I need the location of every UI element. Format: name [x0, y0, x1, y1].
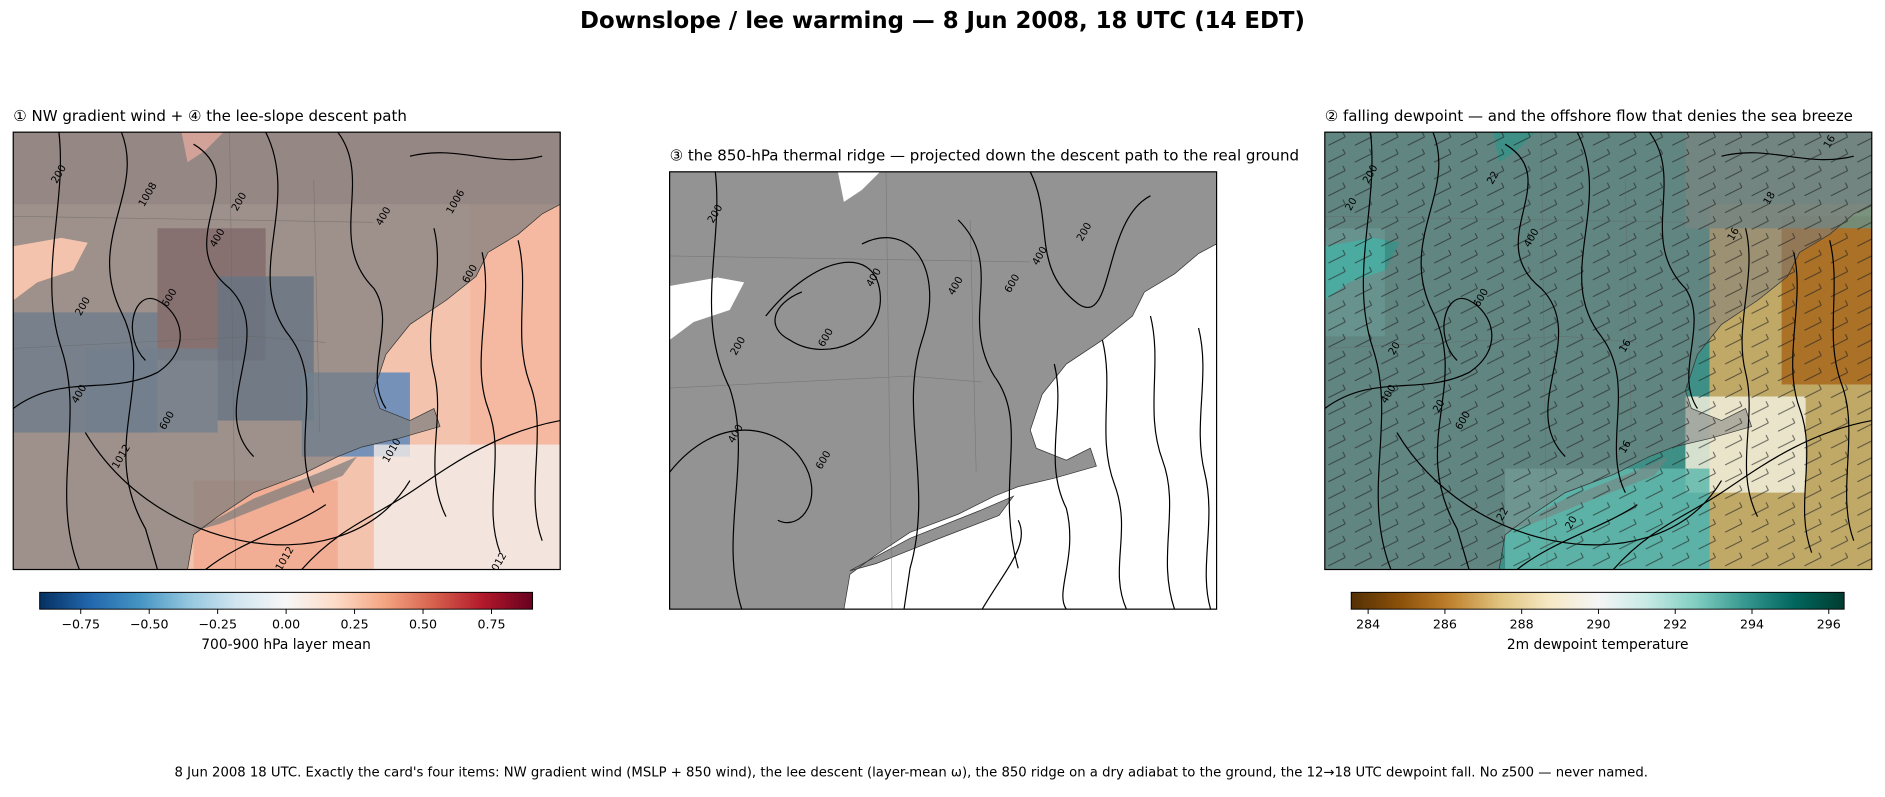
colorbar-tick-label: 0.25 [341, 616, 369, 631]
colorbar-tick-label: 0.75 [477, 616, 505, 631]
coastline [1498, 203, 1872, 570]
contour-line [429, 228, 447, 517]
contour-line [265, 132, 315, 493]
map-frame [1324, 131, 1873, 571]
map-frame [12, 131, 561, 571]
contour-line [51, 132, 80, 570]
contour-line [1829, 240, 1855, 541]
panel-title: ② falling dewpoint — and the offshore fl… [1325, 107, 1853, 125]
coastline [187, 203, 561, 570]
contour-line [301, 419, 561, 570]
contour-line [1721, 152, 1854, 161]
colorbar-tick-label: 292 [1663, 616, 1687, 631]
contour-line [1053, 363, 1071, 610]
island [849, 495, 1015, 572]
contour-line [1396, 432, 1723, 546]
contour-line [1516, 504, 1638, 570]
colorbar-tick-label: 0.50 [409, 616, 437, 631]
colorbar-tick-label: −0.50 [130, 616, 169, 631]
colorbar-label: 2m dewpoint temperature [1507, 637, 1689, 653]
contour-line [861, 237, 931, 610]
colorbar [1350, 591, 1845, 610]
contour-line [13, 297, 181, 409]
panel-title: ③ the 850-hPa thermal ridge — projected … [670, 147, 1299, 165]
contour-line [1420, 132, 1470, 570]
wind-barbs [1324, 132, 1872, 570]
contour-line [1197, 327, 1212, 610]
map-frame [669, 171, 1218, 610]
contour-line [1576, 132, 1626, 493]
panel-title: ① NW gradient wind + ④ the lee-slope des… [13, 107, 407, 125]
colorbar-tick-label: 296 [1817, 616, 1841, 631]
contour-line [710, 171, 743, 610]
contour-line [84, 432, 411, 546]
coastline [843, 243, 1217, 610]
contour-line [205, 504, 327, 570]
contour-line [337, 132, 387, 409]
contour-line [193, 143, 255, 457]
contour-line [1149, 315, 1176, 610]
colorbar-tick-label: −0.75 [61, 616, 100, 631]
contour-line [669, 429, 813, 523]
contour-line [480, 252, 501, 553]
contour-line [409, 152, 543, 161]
contour-line [109, 132, 159, 570]
island [193, 456, 358, 532]
figure-title: Downslope / lee warming — 8 Jun 2008, 18… [580, 8, 1305, 34]
contour-line [1101, 339, 1127, 610]
colorbar-tick-label: 290 [1586, 616, 1610, 631]
colorbar [39, 591, 534, 610]
contour-line [981, 519, 1023, 610]
state-borders [669, 171, 1031, 610]
contour-line [1612, 419, 1872, 570]
contour-line [1029, 171, 1151, 308]
colorbar-tick-label: 284 [1356, 616, 1380, 631]
colorbar-tick-label: 0.00 [272, 616, 300, 631]
contour-line [1324, 297, 1493, 409]
colorbar-tick-label: 288 [1510, 616, 1534, 631]
state-borders [1324, 132, 1686, 570]
contour-line [1362, 132, 1392, 570]
contour-line [1648, 132, 1698, 409]
contour-line [1792, 252, 1813, 553]
colorbar-tick-label: −0.25 [198, 616, 237, 631]
contour-line [517, 240, 543, 541]
contour-line [1741, 228, 1759, 517]
state-borders [13, 132, 374, 570]
contour-line [957, 219, 1019, 569]
colorbar-tick-label: 286 [1433, 616, 1457, 631]
land [669, 171, 1217, 610]
colorbar-label: 700-900 hPa layer mean [201, 637, 371, 653]
colorbar-tick-label: 294 [1740, 616, 1764, 631]
field-patch [373, 444, 561, 570]
contour-line [765, 261, 881, 350]
land [13, 132, 561, 570]
contour-line [1504, 143, 1566, 457]
footnote: 8 Jun 2008 18 UTC. Exactly the card's fo… [175, 766, 1648, 781]
